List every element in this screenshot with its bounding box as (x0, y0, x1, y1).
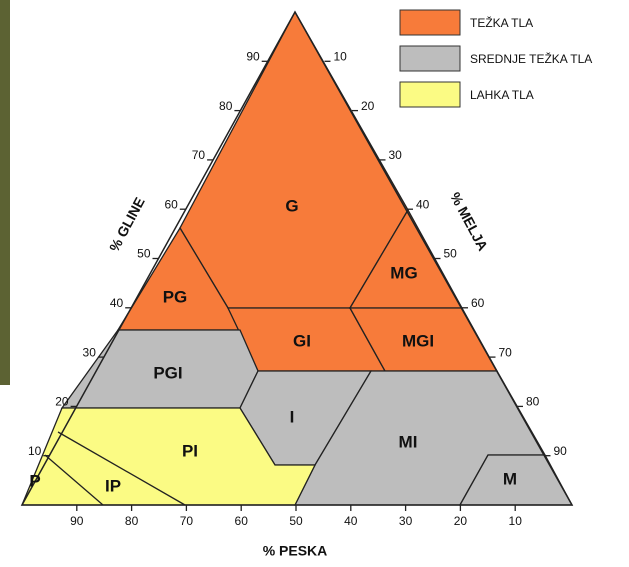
region-label: PG (163, 287, 188, 306)
axis-title: % GLINE (106, 195, 148, 255)
boundary (57, 431, 186, 506)
region-label: G (285, 196, 298, 215)
tick-label: 70 (499, 345, 513, 359)
tick-label: 30 (399, 514, 413, 528)
tick-label: 80 (526, 395, 540, 409)
tick-label: 70 (192, 148, 206, 162)
tick-label: 60 (235, 514, 249, 528)
region-label: M (503, 469, 517, 488)
legend-label: TEŽKA TLA (470, 15, 533, 30)
legend-label: SREDNJE TEŽKA TLA (470, 51, 592, 66)
region-label: IP (105, 476, 121, 495)
region-label: GI (293, 331, 311, 350)
legend: TEŽKA TLA SREDNJE TEŽKA TLA LAHKA TLA (399, 9, 592, 108)
tick-label: 40 (344, 514, 358, 528)
tick-label: 20 (454, 514, 468, 528)
axis-title: % MELJA (447, 189, 491, 253)
tick-label: 60 (471, 296, 485, 310)
region-label: MI (399, 432, 418, 451)
tick-label: 30 (389, 148, 403, 162)
region-label: MGI (402, 331, 434, 350)
tick-label: 90 (554, 444, 568, 458)
tick-label: 90 (246, 49, 260, 63)
region-label: P (29, 471, 40, 490)
region-label: MG (390, 263, 417, 282)
background-strip (0, 0, 10, 385)
region-label: PGI (153, 363, 182, 382)
tick-label: 50 (444, 247, 458, 261)
legend-swatch (399, 45, 461, 72)
tick-label: 30 (83, 345, 97, 359)
tick-label: 50 (137, 247, 151, 261)
tick-label: 50 (289, 514, 303, 528)
tick-label: 10 (334, 49, 348, 63)
tick-label: 10 (509, 514, 523, 528)
tick-label: 80 (219, 99, 233, 113)
tick-label: 20 (55, 395, 69, 409)
regions (20, 10, 574, 506)
tick-label: 90 (70, 514, 84, 528)
tick-label: 70 (180, 514, 194, 528)
region-label: I (290, 407, 295, 426)
region-labels: G PG GI MG MGI PGI I PI MI P IP M (29, 196, 517, 495)
legend-swatch (399, 9, 461, 36)
region-label: PI (182, 441, 198, 460)
legend-label: LAHKA TLA (470, 88, 534, 102)
tick-label: 60 (164, 197, 178, 211)
legend-swatch (399, 81, 461, 108)
tick-label: 20 (361, 99, 375, 113)
tick-label: 40 (110, 296, 124, 310)
boundary (44, 454, 104, 506)
tick-label: 80 (125, 514, 139, 528)
tick-label: 40 (416, 197, 430, 211)
tick-label: 10 (28, 444, 42, 458)
region-g (179, 10, 409, 309)
axis-title: % PESKA (263, 543, 328, 559)
